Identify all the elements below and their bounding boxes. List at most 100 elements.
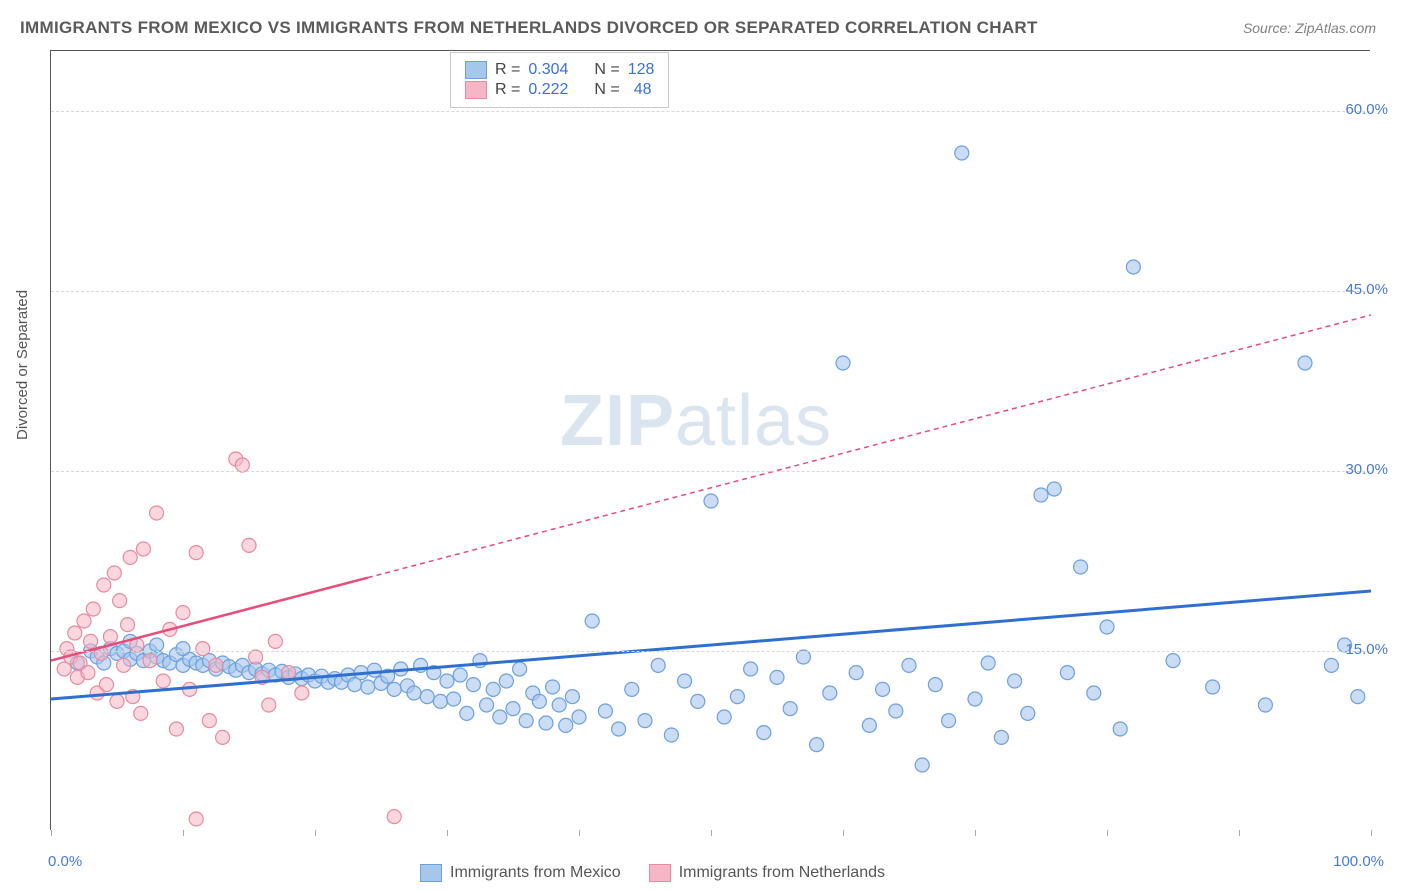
data-point [123, 550, 137, 564]
data-point [1206, 680, 1220, 694]
plot-svg [51, 51, 1371, 831]
x-tick [1107, 830, 1108, 836]
data-point [121, 618, 135, 632]
data-point [143, 654, 157, 668]
gridline [51, 651, 1370, 652]
data-point [1074, 560, 1088, 574]
data-point [453, 668, 467, 682]
plot-area [50, 50, 1370, 830]
data-point [889, 704, 903, 718]
gridline [51, 291, 1370, 292]
data-point [1021, 706, 1035, 720]
data-point [176, 606, 190, 620]
data-point [1166, 654, 1180, 668]
data-point [902, 658, 916, 672]
data-point [480, 698, 494, 712]
data-point [565, 690, 579, 704]
data-point [876, 682, 890, 696]
data-point [81, 666, 95, 680]
data-point [810, 738, 824, 752]
data-point [117, 658, 131, 672]
y-tick-label: 45.0% [1328, 281, 1388, 298]
legend-item: Immigrants from Mexico [420, 864, 621, 882]
data-point [150, 506, 164, 520]
data-point [420, 690, 434, 704]
legend-label: Immigrants from Netherlands [679, 864, 885, 882]
legend-n-value: 48 [628, 81, 652, 99]
data-point [823, 686, 837, 700]
data-point [552, 698, 566, 712]
data-point [691, 694, 705, 708]
data-point [612, 722, 626, 736]
legend-n-value: 128 [628, 61, 655, 79]
data-point [862, 718, 876, 732]
x-tick [711, 830, 712, 836]
data-point [1324, 658, 1338, 672]
legend-swatch-mexico [465, 61, 487, 79]
data-point [796, 650, 810, 664]
data-point [572, 710, 586, 724]
data-point [86, 602, 100, 616]
data-point [770, 670, 784, 684]
source-label: Source: ZipAtlas.com [1243, 20, 1376, 36]
data-point [136, 542, 150, 556]
legend-swatch-mexico [420, 864, 442, 882]
x-axis-start-label: 0.0% [48, 853, 82, 870]
data-point [202, 714, 216, 728]
data-point [1351, 690, 1365, 704]
data-point [493, 710, 507, 724]
data-point [625, 682, 639, 696]
data-point [156, 674, 170, 688]
data-point [486, 682, 500, 696]
data-point [915, 758, 929, 772]
data-point [466, 678, 480, 692]
y-axis-label: Divorced or Separated [14, 290, 31, 440]
data-point [1126, 260, 1140, 274]
data-point [1087, 686, 1101, 700]
data-point [757, 726, 771, 740]
legend-label: Immigrants from Mexico [450, 864, 621, 882]
data-point [68, 626, 82, 640]
data-point [440, 674, 454, 688]
data-point [1113, 722, 1127, 736]
data-point [295, 686, 309, 700]
x-tick [315, 830, 316, 836]
legend-swatch-netherlands [465, 81, 487, 99]
legend-swatch-netherlands [649, 864, 671, 882]
data-point [1100, 620, 1114, 634]
data-point [433, 694, 447, 708]
data-point [783, 702, 797, 716]
data-point [447, 692, 461, 706]
data-point [216, 730, 230, 744]
data-point [77, 614, 91, 628]
y-tick-label: 15.0% [1328, 641, 1388, 658]
data-point [99, 678, 113, 692]
legend-series: Immigrants from Mexico Immigrants from N… [420, 864, 885, 882]
data-point [651, 658, 665, 672]
data-point [282, 666, 296, 680]
data-point [103, 630, 117, 644]
data-point [110, 694, 124, 708]
data-point [1034, 488, 1048, 502]
data-point [836, 356, 850, 370]
x-tick [1371, 830, 1372, 836]
gridline [51, 111, 1370, 112]
legend-r-value: 0.222 [528, 81, 568, 99]
data-point [84, 634, 98, 648]
data-point [150, 638, 164, 652]
data-point [981, 656, 995, 670]
x-tick [447, 830, 448, 836]
data-point [262, 698, 276, 712]
data-point [519, 714, 533, 728]
data-point [717, 710, 731, 724]
data-point [176, 642, 190, 656]
y-tick-label: 60.0% [1328, 101, 1388, 118]
legend-n-label: N = [594, 61, 619, 79]
gridline [51, 471, 1370, 472]
data-point [189, 546, 203, 560]
legend-item: Immigrants from Netherlands [649, 864, 885, 882]
data-point [387, 810, 401, 824]
legend-stats-row: R = 0.222 N = 48 [465, 81, 654, 99]
data-point [638, 714, 652, 728]
data-point [97, 578, 111, 592]
